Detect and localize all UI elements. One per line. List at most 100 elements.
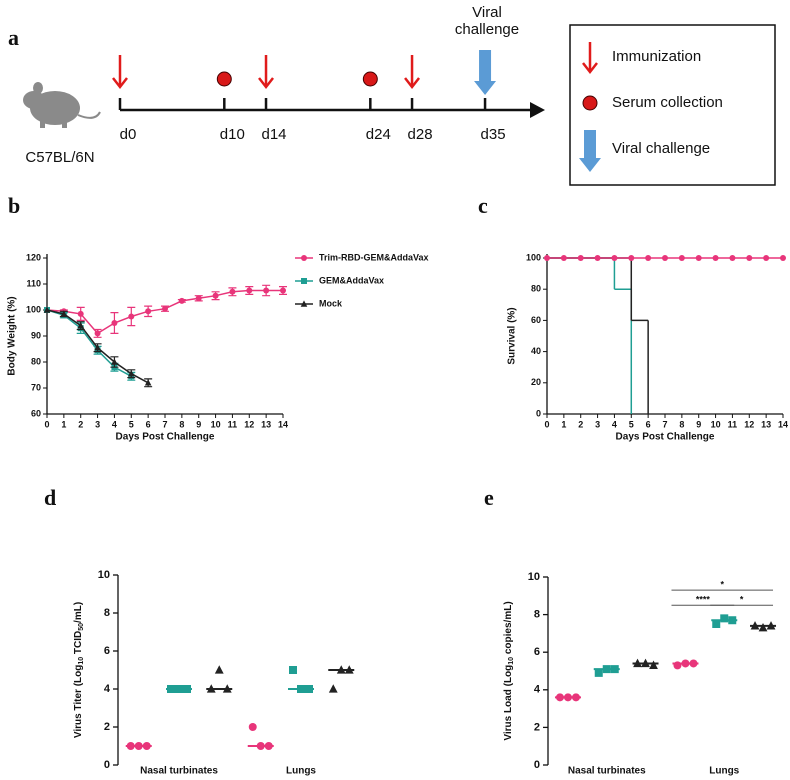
marker [111, 358, 118, 365]
marker [750, 621, 760, 630]
marker [214, 665, 224, 674]
y-tick-label: 10 [98, 569, 110, 581]
marker [111, 320, 118, 326]
challenge-arrow [474, 50, 497, 95]
x-tick-label: 0 [44, 419, 49, 429]
marker [229, 288, 236, 295]
x-tick-label: 3 [95, 419, 100, 429]
x-tick-label: 2 [78, 419, 83, 429]
x-tick-label: 12 [744, 419, 754, 429]
marker [60, 310, 68, 317]
legend-text: Serum collection [612, 94, 723, 111]
marker [555, 693, 564, 702]
y-tick-label: 2 [104, 721, 110, 733]
x-tick-label: 12 [244, 419, 254, 429]
x-tick-label: 4 [612, 419, 617, 429]
x-tick-label: 4 [112, 419, 117, 429]
timeline-tick-label: d0 [120, 126, 137, 143]
marker [633, 658, 642, 668]
mouse-icon [23, 82, 101, 128]
x-tick-label: 10 [711, 419, 721, 429]
marker [305, 685, 313, 693]
y-axis-title-part: Virus Titer (Log [73, 665, 84, 739]
arrow-head [404, 77, 421, 90]
arrow-head [582, 62, 598, 75]
timeline-tick-label: d24 [366, 126, 391, 143]
marker [127, 370, 135, 377]
panel-label: d [44, 485, 56, 510]
y-tick-label: 60 [31, 408, 41, 418]
immunization-arrow [258, 55, 275, 90]
y-axis-title-part: 50 [78, 623, 85, 631]
marker [758, 622, 768, 632]
marker [594, 255, 601, 261]
marker [301, 255, 307, 261]
marker [289, 666, 297, 674]
marker [195, 295, 202, 302]
y-tick-label: 70 [31, 382, 41, 392]
x-tick-label: 13 [261, 419, 271, 429]
legend-serum [582, 95, 598, 111]
y-tick-label: 80 [31, 356, 41, 366]
y-tick-label: 6 [104, 645, 110, 657]
marker [162, 305, 168, 312]
marker [94, 330, 101, 337]
y-tick-label: 4 [534, 684, 541, 696]
marker [175, 685, 183, 693]
marker [673, 661, 682, 670]
y-tick-label: 110 [26, 278, 41, 288]
timeline-tick-label: d28 [408, 126, 433, 143]
marker [300, 300, 308, 307]
panel-label: a [8, 25, 19, 50]
y-tick-label: 2 [534, 721, 540, 733]
strain-label: C57BL/6N [25, 149, 94, 166]
y-tick-label: 0 [104, 759, 110, 771]
marker [763, 255, 770, 261]
legend-text: GEM&AddaVax [319, 275, 384, 285]
marker [571, 693, 580, 702]
serum-marker [216, 71, 232, 87]
marker [560, 255, 567, 261]
x-tick-label: 13 [761, 419, 771, 429]
y-tick-label: 0 [536, 408, 541, 418]
marker [641, 658, 650, 668]
x-tick-label: 11 [728, 419, 738, 429]
y-axis-title: Virus Titer (Log10 TCID50/mL) [73, 602, 86, 738]
x-tick-label: 2 [578, 419, 583, 429]
marker [43, 306, 51, 313]
panel-label: c [478, 193, 488, 218]
x-tick-label: 14 [778, 419, 788, 429]
marker [301, 278, 307, 284]
significance-label: * [740, 595, 744, 605]
marker [662, 255, 668, 261]
y-tick-label: 0 [534, 759, 540, 771]
y-tick-label: 40 [531, 346, 541, 356]
marker [645, 255, 652, 261]
y-tick-label: 8 [104, 607, 110, 619]
marker [766, 621, 776, 630]
x-tick-label: 8 [679, 419, 684, 429]
y-axis-title-part: /mL) [73, 602, 84, 623]
x-axis-title: Days Post Challenge [116, 432, 215, 443]
marker [134, 742, 143, 750]
marker [720, 614, 729, 623]
x-tick-label: 9 [696, 419, 701, 429]
marker [602, 665, 611, 674]
y-tick-label: 90 [31, 330, 41, 340]
marker [344, 665, 354, 674]
x-tick-label: 6 [146, 419, 151, 429]
y-axis-title-part: 10 [508, 657, 515, 665]
y-axis-title: Virus Load (Log10 copies/mL) [503, 601, 516, 740]
timeline-arrowhead [530, 102, 545, 118]
legend-text: Mock [319, 298, 343, 308]
y-axis-title: Survival (%) [507, 307, 518, 364]
arrow-head [258, 77, 275, 90]
marker [678, 255, 685, 261]
x-tick-label: 5 [129, 419, 134, 429]
x-tick-label: 11 [228, 419, 238, 429]
y-tick-label: 10 [528, 571, 540, 583]
legend-text: Trim-RBD-GEM&AddaVax [319, 252, 429, 262]
x-tick-label: 6 [646, 419, 651, 429]
timeline-tick-label: d35 [481, 126, 506, 143]
